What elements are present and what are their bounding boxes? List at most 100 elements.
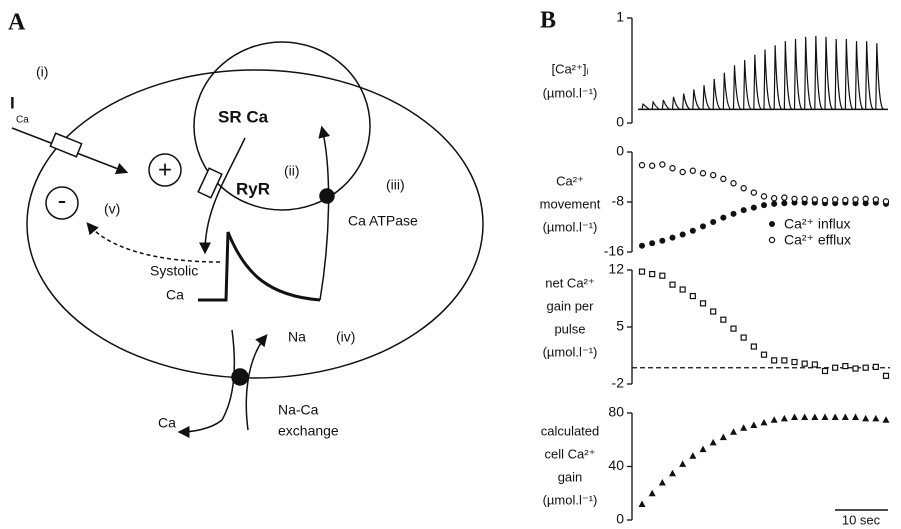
label: - <box>58 185 67 215</box>
point <box>760 418 768 426</box>
point <box>638 268 646 275</box>
label: Ca <box>166 287 184 303</box>
point <box>679 460 687 467</box>
point <box>791 413 798 421</box>
point <box>831 196 839 203</box>
point <box>832 364 839 371</box>
point <box>821 367 829 375</box>
ca-out-arrow <box>177 419 223 438</box>
y-axis-label: (µmol.l⁻¹) <box>543 344 598 359</box>
point <box>862 200 869 207</box>
point <box>750 204 757 211</box>
point <box>852 365 859 372</box>
point <box>760 193 768 200</box>
point <box>750 189 758 196</box>
spike <box>854 41 864 110</box>
point <box>780 414 788 422</box>
panel-label: B <box>540 8 556 34</box>
feedback-arrow <box>86 222 221 263</box>
label: Ca <box>158 415 176 431</box>
point <box>811 413 819 421</box>
spike <box>753 54 763 110</box>
spike <box>712 78 722 110</box>
point <box>791 195 798 203</box>
spike <box>773 45 783 110</box>
spike <box>875 43 885 110</box>
point <box>699 170 707 177</box>
point <box>771 200 778 207</box>
spike <box>692 89 702 110</box>
channel <box>49 132 83 158</box>
spike <box>651 100 661 110</box>
point <box>811 361 818 368</box>
spike <box>783 41 793 110</box>
label: exchange <box>278 423 339 439</box>
panel-a-labels: A (i) I Ca + - (v) SR Ca RyR (ii) (iii) … <box>8 10 418 439</box>
point <box>638 500 646 507</box>
label: (i) <box>36 64 48 80</box>
point <box>720 175 727 183</box>
y-axis-label: calculated <box>541 423 600 438</box>
point <box>720 316 727 323</box>
point <box>872 414 880 422</box>
point <box>801 360 808 367</box>
na-in-arrow <box>245 334 268 431</box>
point <box>761 202 767 209</box>
point <box>730 210 737 217</box>
point <box>700 223 706 230</box>
y-tick-label: 80 <box>608 404 624 420</box>
point <box>842 362 849 370</box>
point <box>882 198 890 205</box>
point <box>821 196 829 204</box>
y-tick-label: 0 <box>616 114 624 130</box>
label: SR Ca <box>218 107 269 126</box>
point <box>771 357 778 364</box>
label: RyR <box>236 179 270 198</box>
y-axis-label: cell Ca²⁺ <box>545 446 596 461</box>
point <box>689 167 697 174</box>
point <box>649 270 656 278</box>
label: (ii) <box>284 163 300 179</box>
label: Ca <box>16 115 29 126</box>
point <box>659 161 666 168</box>
spike <box>824 36 834 110</box>
point <box>781 357 788 364</box>
point <box>770 416 778 423</box>
point <box>852 413 859 421</box>
point <box>862 195 869 203</box>
point <box>882 372 890 379</box>
point <box>730 180 737 187</box>
point <box>862 414 870 422</box>
y-axis-label: pulse <box>554 321 585 336</box>
point <box>750 421 758 429</box>
y-tick-label: 0 <box>616 143 624 159</box>
point <box>730 428 737 435</box>
legend-marker <box>768 236 776 244</box>
spike <box>682 93 691 110</box>
release-arrow <box>199 137 246 255</box>
point <box>781 200 788 207</box>
y-axis-label: (µmol.l⁻¹) <box>543 219 598 234</box>
point <box>669 165 676 172</box>
transient <box>198 231 321 302</box>
point <box>689 292 696 300</box>
point <box>740 185 747 192</box>
y-axis-label: gain <box>558 469 583 484</box>
point <box>720 214 727 221</box>
point <box>679 231 686 238</box>
panel-label: A <box>8 10 26 36</box>
label: + <box>158 156 172 183</box>
point <box>872 196 880 203</box>
point <box>710 219 717 225</box>
point <box>659 272 666 279</box>
point <box>740 207 747 214</box>
point <box>669 234 676 241</box>
point <box>831 413 839 421</box>
spike <box>793 38 803 110</box>
ryr-channel <box>197 167 223 199</box>
point <box>781 194 788 201</box>
sr <box>193 41 371 211</box>
point <box>699 445 707 453</box>
cell <box>26 69 484 379</box>
point <box>648 489 656 497</box>
